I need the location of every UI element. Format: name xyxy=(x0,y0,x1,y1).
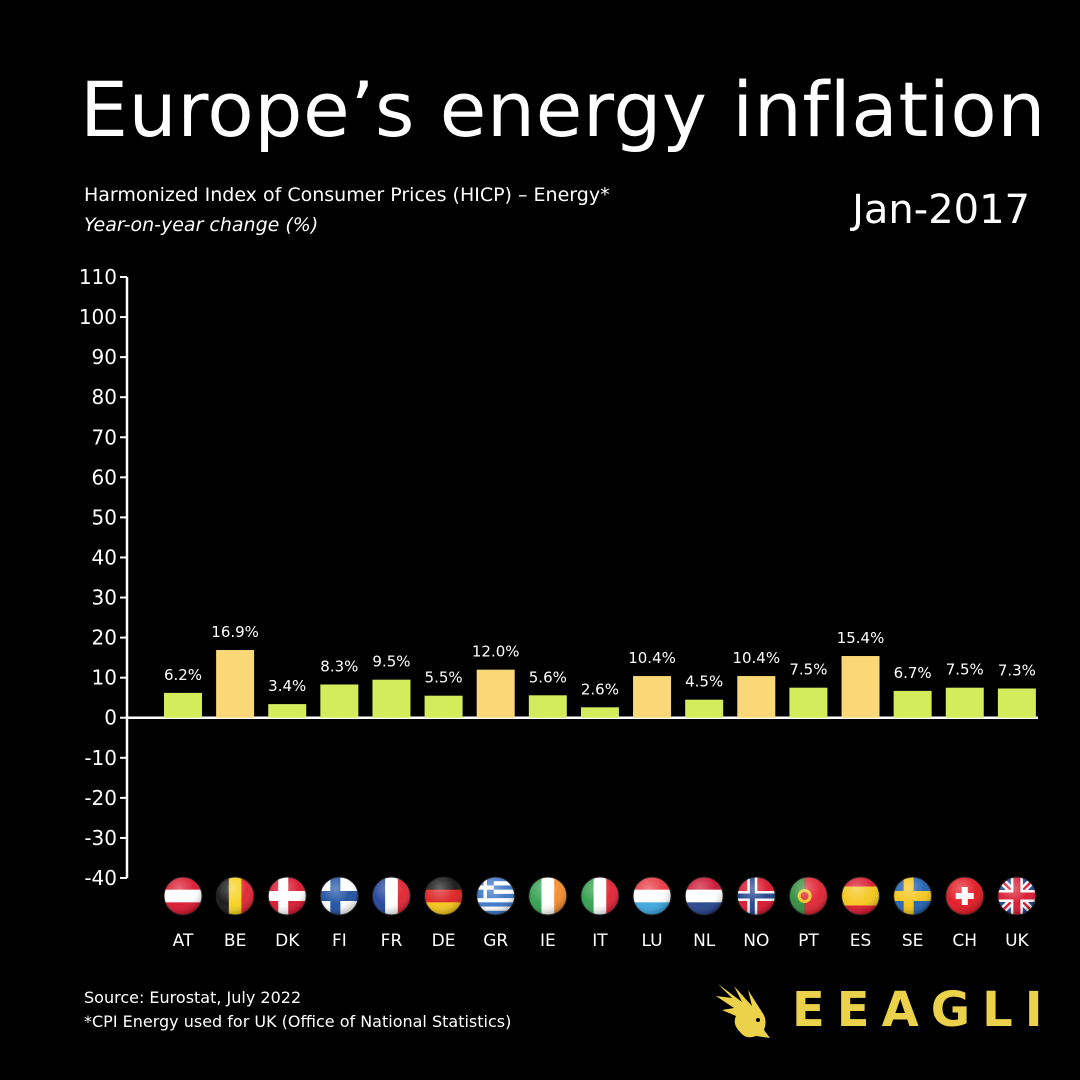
data-label: 16.9% xyxy=(211,623,259,641)
sweden-flag-icon xyxy=(893,876,933,916)
y-tick-label: 80 xyxy=(92,385,117,409)
italy-flag-icon xyxy=(580,876,620,916)
bar-gr xyxy=(476,669,515,718)
x-tick-label: DE xyxy=(432,931,456,951)
x-tick-label: UK xyxy=(1005,931,1029,951)
y-tick-label: 70 xyxy=(92,425,117,449)
uk-flag-icon xyxy=(997,876,1037,916)
data-label: 8.3% xyxy=(320,657,358,675)
y-tick-label: 50 xyxy=(92,505,117,529)
data-label: 5.5% xyxy=(425,669,463,687)
ireland-flag-icon xyxy=(528,876,568,916)
bar-no xyxy=(737,676,776,718)
chart-title: Europe’s energy inflation xyxy=(80,65,1046,154)
y-tick-label: 100 xyxy=(79,305,117,329)
france-flag-icon xyxy=(371,876,411,916)
x-tick-label: NL xyxy=(693,931,716,951)
eeagli-logo: EEAGLI xyxy=(712,980,1043,1044)
spain-flag-icon xyxy=(841,876,881,916)
y-tick-label: -20 xyxy=(84,786,117,810)
bar-de xyxy=(424,695,463,718)
bar-lu xyxy=(633,676,672,718)
data-label: 3.4% xyxy=(268,677,306,695)
source-note: Source: Eurostat, July 2022 xyxy=(84,988,302,1007)
x-tick-label: CH xyxy=(952,931,977,951)
data-label: 5.6% xyxy=(529,668,567,686)
switzerland-flag-icon xyxy=(945,876,985,916)
belgium-flag-icon xyxy=(215,876,255,916)
data-label: 2.6% xyxy=(581,680,619,698)
portugal-flag-icon xyxy=(788,876,828,916)
bar-fr xyxy=(372,679,411,718)
y-tick-label: 30 xyxy=(92,586,117,610)
x-tick-label: BE xyxy=(224,931,246,951)
chart-unit-subtitle: Year-on-year change (%) xyxy=(84,214,319,236)
data-label: 7.5% xyxy=(946,661,984,679)
x-tick-label: LU xyxy=(642,931,663,951)
data-label: 15.4% xyxy=(837,629,885,647)
x-tick-label: AT xyxy=(173,931,194,951)
data-label: 10.4% xyxy=(628,649,676,667)
bar-uk xyxy=(997,688,1036,718)
bar-ch xyxy=(945,687,984,718)
x-tick-label: NO xyxy=(743,931,769,951)
x-tick-label: GR xyxy=(483,931,508,951)
norway-flag-icon xyxy=(736,876,776,916)
chart-subtitle: Harmonized Index of Consumer Prices (HIC… xyxy=(84,184,610,206)
bar-at xyxy=(164,692,202,718)
y-tick-label: 0 xyxy=(104,706,117,730)
austria-flag-icon xyxy=(163,876,203,916)
y-tick-label: 110 xyxy=(79,265,117,289)
data-label: 10.4% xyxy=(732,649,780,667)
x-tick-label: IE xyxy=(540,931,556,951)
data-label: 6.2% xyxy=(164,666,202,684)
footnote: *CPI Energy used for UK (Office of Natio… xyxy=(84,1012,512,1031)
bar-dk xyxy=(268,704,307,718)
x-tick-label: ES xyxy=(850,931,872,951)
denmark-flag-icon xyxy=(267,876,307,916)
data-label: 12.0% xyxy=(472,643,520,661)
y-tick-label: 10 xyxy=(92,666,117,690)
y-tick-label: 60 xyxy=(92,465,117,489)
x-tick-label: FI xyxy=(332,931,347,951)
x-tick-label: PT xyxy=(798,931,819,951)
bar-be xyxy=(216,650,255,718)
y-tick-label: -10 xyxy=(84,746,117,770)
data-label: 7.3% xyxy=(998,661,1036,679)
data-label: 4.5% xyxy=(685,673,723,691)
data-label: 7.5% xyxy=(789,661,827,679)
x-tick-label: DK xyxy=(275,931,300,951)
x-tick-label: SE xyxy=(902,931,924,951)
bar-es xyxy=(841,656,880,718)
x-tick-label: FR xyxy=(381,931,403,951)
bar-it xyxy=(580,707,619,718)
finland-flag-icon xyxy=(319,876,359,916)
bar-se xyxy=(893,690,932,718)
y-tick-label: -30 xyxy=(84,826,117,850)
x-tick-label: IT xyxy=(592,931,608,951)
data-label: 9.5% xyxy=(372,653,410,671)
luxembourg-flag-icon xyxy=(632,876,672,916)
bar-fi xyxy=(320,684,359,718)
period-label: Jan-2017 xyxy=(852,187,1030,233)
bar-pt xyxy=(789,687,828,718)
bar-nl xyxy=(685,699,724,718)
y-tick-label: 20 xyxy=(92,626,117,650)
bar-ie xyxy=(528,695,567,718)
data-label: 6.7% xyxy=(894,664,932,682)
logo-text: EEAGLI xyxy=(792,982,1055,1038)
germany-flag-icon xyxy=(424,876,464,916)
y-tick-label: 40 xyxy=(92,545,117,569)
y-tick-label: -40 xyxy=(84,866,117,890)
greece-flag-icon xyxy=(476,876,516,916)
eagle-icon xyxy=(716,984,770,1038)
y-tick-label: 90 xyxy=(92,345,117,369)
netherlands-flag-icon xyxy=(684,876,724,916)
